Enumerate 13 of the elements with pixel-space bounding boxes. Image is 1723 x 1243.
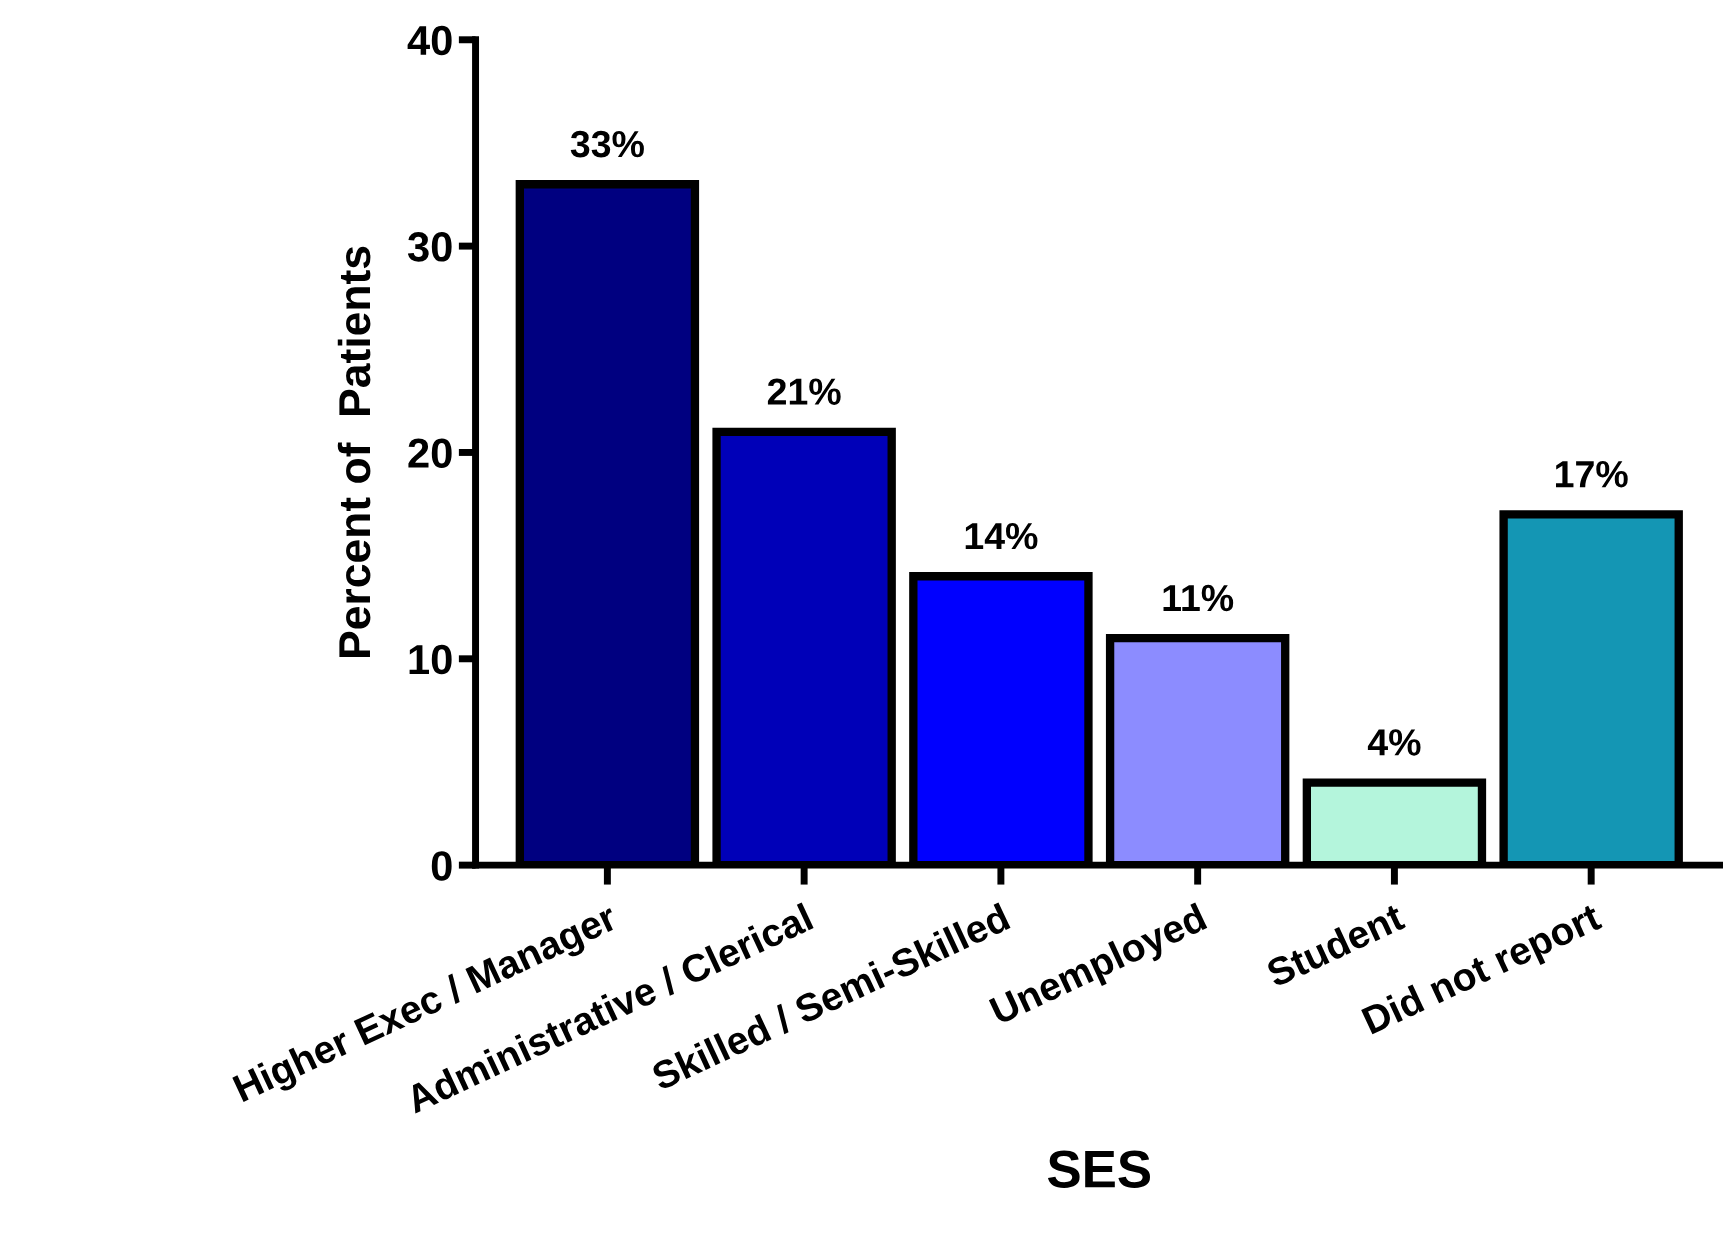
data-label: 33% (570, 130, 644, 158)
data-label: 11% (1163, 584, 1234, 612)
x-axis-title: SES (1047, 1150, 1151, 1188)
y-tick-label: 10 (409, 644, 452, 675)
y-tick-label: 20 (408, 438, 452, 468)
y-tick-label: 30 (407, 232, 452, 262)
data-label: 4% (1367, 729, 1421, 756)
y-tick-label: 40 (407, 25, 452, 56)
y-axis-title: Percent of Patients (337, 246, 371, 657)
data-label: 21% (767, 378, 841, 405)
data-label: 17% (1556, 461, 1628, 488)
y-tick-label: 0 (431, 851, 452, 881)
data-label: 14% (965, 522, 1038, 550)
